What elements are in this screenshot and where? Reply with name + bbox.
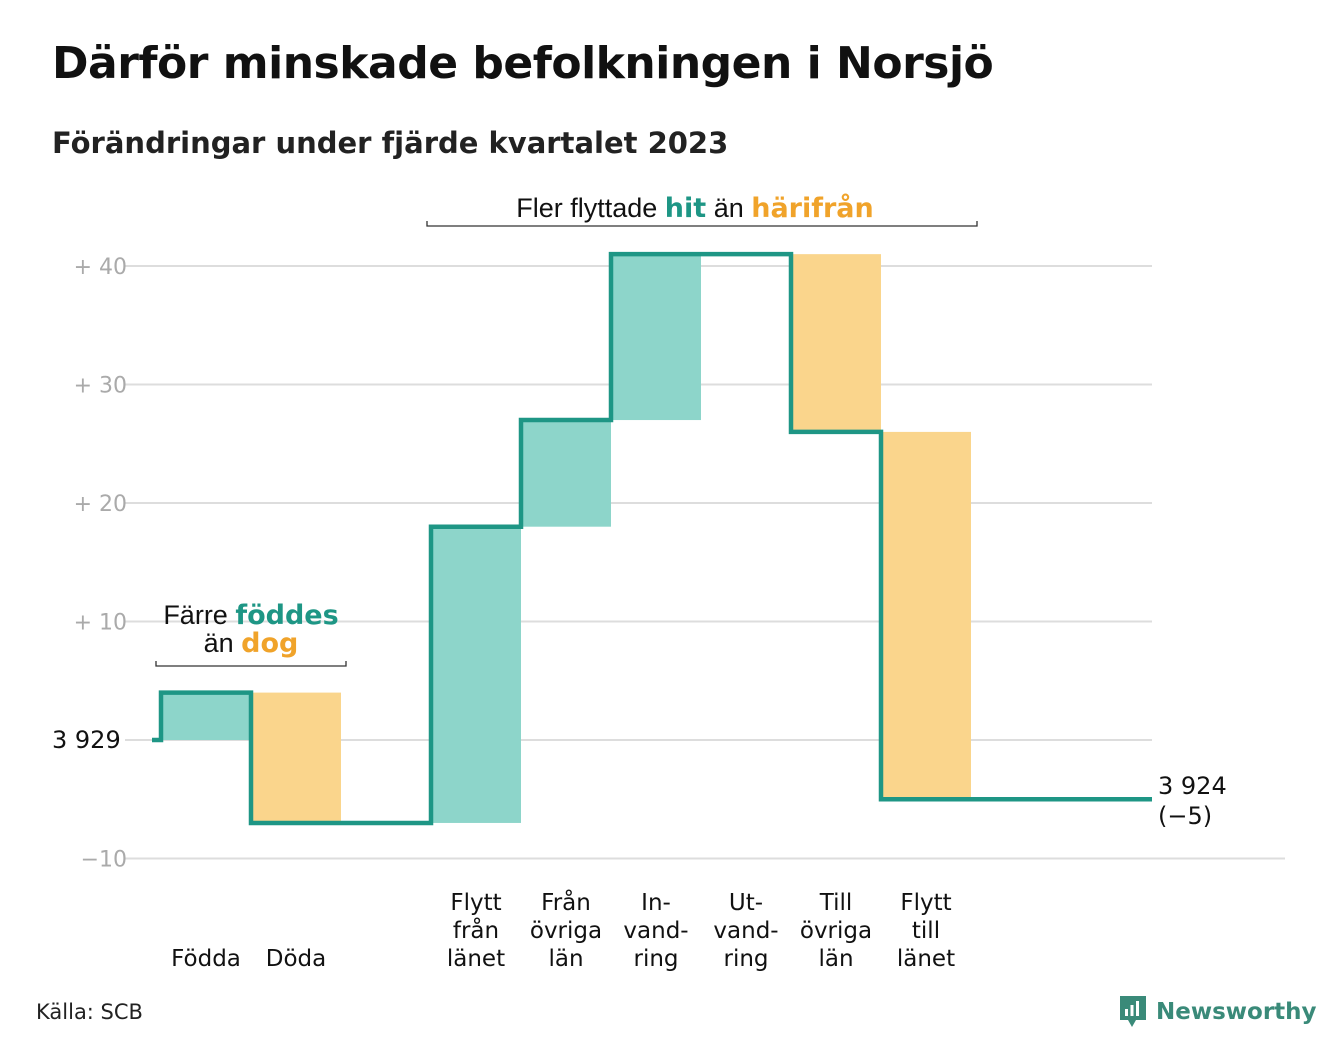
waterfall-bar	[161, 692, 251, 740]
category-label: Flytt	[900, 890, 951, 916]
category-label: övriga	[530, 918, 602, 944]
cumulative-step-line	[152, 251, 1152, 826]
category-label: Födda	[171, 946, 241, 972]
category-label: vand-	[713, 918, 778, 944]
start-value-label: 3 929	[52, 726, 121, 754]
annotation-part: än	[706, 193, 751, 223]
annotation-bracket	[155, 661, 347, 667]
category-label: vand-	[623, 918, 688, 944]
source-note: Källa: SCB	[36, 1000, 143, 1024]
category-label: ring	[633, 946, 678, 972]
category-label: Döda	[266, 946, 326, 972]
annotation-text: än dog	[204, 628, 299, 659]
category-label: In-	[641, 890, 671, 916]
annotation-part: Fler flyttade	[516, 193, 665, 223]
category-label: län	[548, 946, 583, 972]
y-tick-label: + 10	[74, 611, 127, 636]
waterfall-bar	[431, 526, 521, 823]
category-label: Från	[541, 888, 591, 916]
annotation-highlight: hit	[665, 193, 706, 224]
annotation-highlight: dog	[241, 628, 298, 659]
category-label: från	[453, 916, 499, 944]
y-tick-label: + 20	[74, 492, 127, 517]
annotation-highlight: föddes	[235, 600, 338, 631]
waterfall-bar	[791, 254, 881, 432]
annotation-text: Fler flyttade hit än härifrån	[516, 192, 874, 224]
end-change-label: (−5)	[1158, 802, 1212, 830]
category-label: länet	[447, 946, 505, 972]
category-label: Ut-	[729, 890, 763, 916]
waterfall-bar	[251, 692, 341, 823]
waterfall-bar	[521, 420, 611, 527]
brand-name: Newsworthy	[1156, 999, 1317, 1025]
brand-logo: Newsworthy	[1118, 994, 1317, 1030]
chart-subtitle: Förändringar under fjärde kvartalet 2023	[52, 126, 729, 160]
annotation-highlight: härifrån	[751, 192, 874, 224]
y-tick-label: + 30	[74, 374, 127, 399]
chart-title: Därför minskade befolkningen i Norsjö	[52, 38, 994, 89]
y-tick-label: + 40	[74, 255, 127, 280]
category-label: Flytt	[450, 890, 501, 916]
annotation-part: Färre	[163, 600, 235, 630]
waterfall-bar	[881, 431, 971, 800]
category-label: ring	[723, 946, 768, 972]
annotation-part: än	[204, 628, 242, 658]
category-label: länet	[897, 946, 955, 972]
annotation-text: Färre föddes	[163, 600, 338, 631]
category-label: övriga	[800, 918, 872, 944]
category-label: Till	[819, 890, 853, 916]
category-label: till	[912, 918, 940, 944]
y-tick-label: −10	[81, 848, 127, 873]
newsworthy-logo-icon	[1120, 996, 1146, 1027]
annotation-bracket	[426, 221, 978, 227]
end-value-label: 3 924	[1158, 772, 1227, 800]
category-label: län	[818, 946, 853, 972]
waterfall-bar	[611, 254, 701, 421]
